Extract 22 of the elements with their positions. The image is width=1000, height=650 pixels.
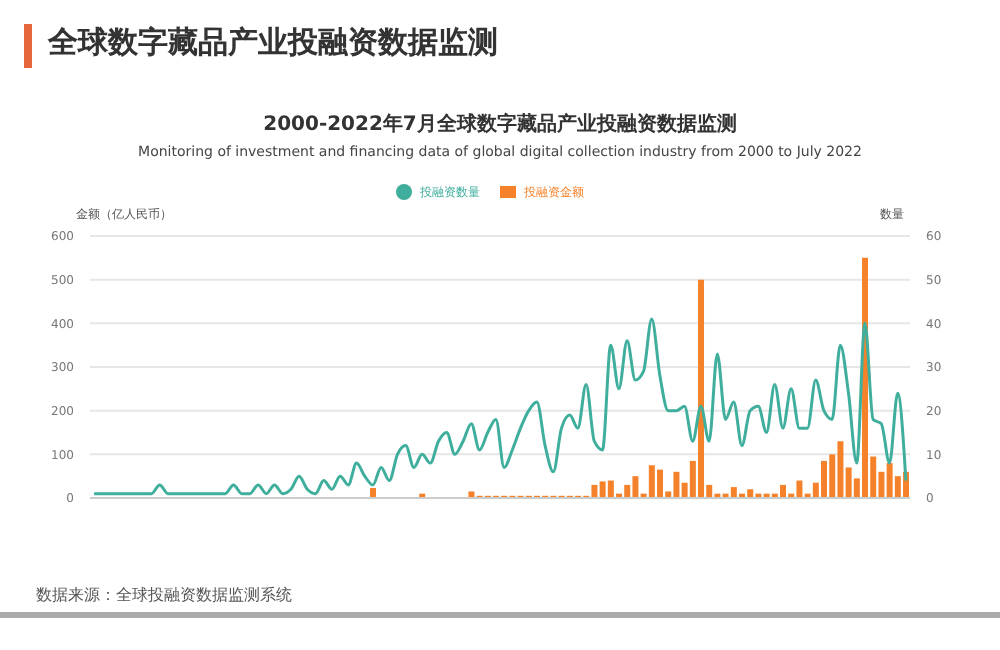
bar: [648, 465, 655, 498]
bar: [886, 463, 893, 498]
chart-title: 全球数字藏品产业投融资数据监测: [48, 24, 498, 62]
bar: [468, 491, 475, 498]
bar: [591, 484, 598, 498]
chart-subtitle: 2000-2022年7月全球数字藏品产业投融资数据监测: [261, 110, 739, 138]
bar: [780, 484, 787, 498]
bar: [747, 489, 754, 498]
bar: [624, 484, 631, 498]
bar: [698, 279, 705, 498]
bar: [599, 481, 606, 498]
source-note: 数据来源：全球投融资数据监测系统: [36, 584, 292, 606]
bar: [796, 480, 803, 498]
bar: [821, 460, 828, 498]
bar: [657, 469, 664, 498]
bar: [632, 476, 639, 498]
bar: [607, 480, 614, 498]
bar: [673, 471, 680, 498]
bar: [730, 487, 737, 498]
bar: [837, 441, 844, 498]
bar: [370, 487, 377, 498]
line-series: [92, 317, 908, 496]
